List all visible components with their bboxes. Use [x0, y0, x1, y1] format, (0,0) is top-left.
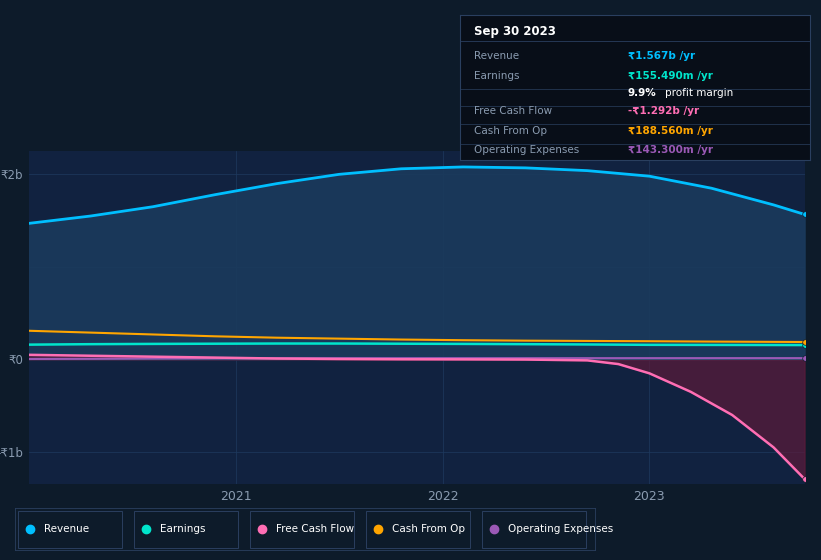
- Text: Operating Expenses: Operating Expenses: [508, 524, 613, 534]
- Text: Free Cash Flow: Free Cash Flow: [474, 106, 553, 116]
- Text: 9.9%: 9.9%: [628, 88, 657, 99]
- FancyBboxPatch shape: [134, 511, 238, 548]
- Text: Cash From Op: Cash From Op: [392, 524, 465, 534]
- Text: ₹155.490m /yr: ₹155.490m /yr: [628, 71, 713, 81]
- Text: Revenue: Revenue: [44, 524, 89, 534]
- Text: Free Cash Flow: Free Cash Flow: [276, 524, 354, 534]
- Text: ₹143.300m /yr: ₹143.300m /yr: [628, 145, 713, 155]
- FancyBboxPatch shape: [18, 511, 122, 548]
- Text: Cash From Op: Cash From Op: [474, 126, 547, 136]
- Text: Earnings: Earnings: [160, 524, 205, 534]
- Text: Sep 30 2023: Sep 30 2023: [474, 25, 556, 38]
- FancyBboxPatch shape: [482, 511, 586, 548]
- Text: Operating Expenses: Operating Expenses: [474, 145, 580, 155]
- Text: ₹1.567b /yr: ₹1.567b /yr: [628, 50, 695, 60]
- FancyBboxPatch shape: [366, 511, 470, 548]
- Text: ₹188.560m /yr: ₹188.560m /yr: [628, 126, 713, 136]
- Text: -₹1.292b /yr: -₹1.292b /yr: [628, 106, 699, 116]
- Text: profit margin: profit margin: [665, 88, 733, 99]
- Text: Earnings: Earnings: [474, 71, 520, 81]
- Text: Revenue: Revenue: [474, 50, 519, 60]
- FancyBboxPatch shape: [250, 511, 355, 548]
